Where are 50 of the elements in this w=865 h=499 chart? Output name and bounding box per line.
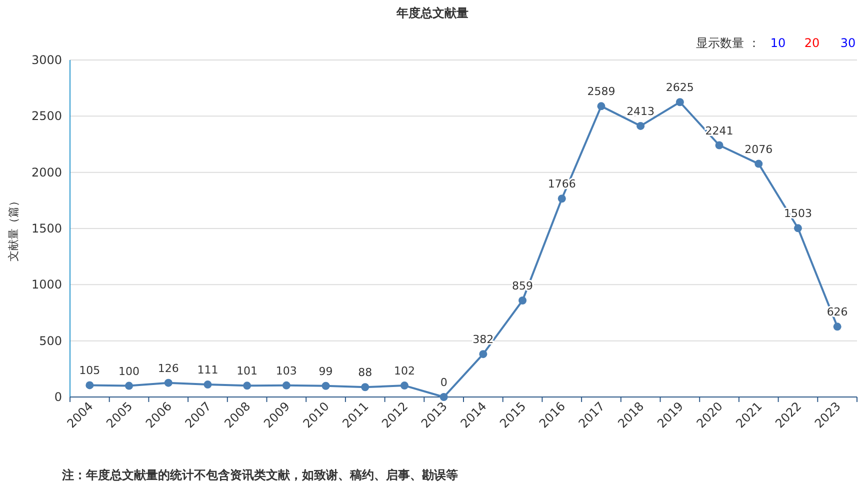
point <box>164 378 172 387</box>
data-label: 382 <box>472 333 494 346</box>
data-label: 2413 <box>626 104 655 118</box>
data-label: 99 <box>318 364 333 378</box>
point <box>833 322 842 331</box>
y-tick-label: 1000 <box>31 278 62 292</box>
text: 30 <box>840 36 856 50</box>
data-label: 105 <box>79 364 100 378</box>
point <box>400 382 408 390</box>
point <box>518 296 527 305</box>
point <box>794 224 802 232</box>
y-tick-label: 2500 <box>31 109 62 124</box>
data-label: 88 <box>358 366 372 380</box>
data-label: 100 <box>118 364 140 378</box>
data-label: 2625 <box>666 81 694 94</box>
y-tick-label: 1500 <box>31 222 62 236</box>
point <box>558 194 566 203</box>
data-label: 102 <box>394 364 415 378</box>
point <box>479 350 488 358</box>
data-label: 103 <box>276 364 297 378</box>
point <box>243 382 252 390</box>
y-tick-label: 0 <box>54 390 62 404</box>
chart-title: 年度总文献量 <box>396 6 468 20</box>
data-label: 2589 <box>587 85 616 98</box>
text: 10 <box>770 36 786 50</box>
y-tick-label: 500 <box>39 334 62 348</box>
data-label: 126 <box>158 362 179 375</box>
point <box>322 382 330 390</box>
data-label: 101 <box>236 364 258 378</box>
point <box>282 381 290 390</box>
y-tick-label: 3000 <box>31 53 62 67</box>
point <box>676 98 684 106</box>
y-tick-label: 2000 <box>31 165 62 180</box>
point <box>597 102 606 110</box>
point <box>636 122 645 130</box>
text: 20 <box>804 36 820 50</box>
data-label: 0 <box>440 376 448 389</box>
data-label: 2241 <box>705 124 734 138</box>
y-axis-title: 文献量（篇） <box>7 196 20 262</box>
text: 显示数量 ： <box>696 36 760 50</box>
point <box>754 160 763 168</box>
point <box>715 141 724 150</box>
point <box>440 393 448 401</box>
point <box>204 380 212 389</box>
data-label: 111 <box>197 364 218 377</box>
data-label: 2076 <box>744 142 773 156</box>
point <box>361 383 370 392</box>
text: 注：年度总文献量的统计不包含资讯类文献，如致谢、稿约、启事、勘误等 <box>61 468 458 482</box>
point <box>125 382 134 390</box>
point <box>86 381 94 390</box>
